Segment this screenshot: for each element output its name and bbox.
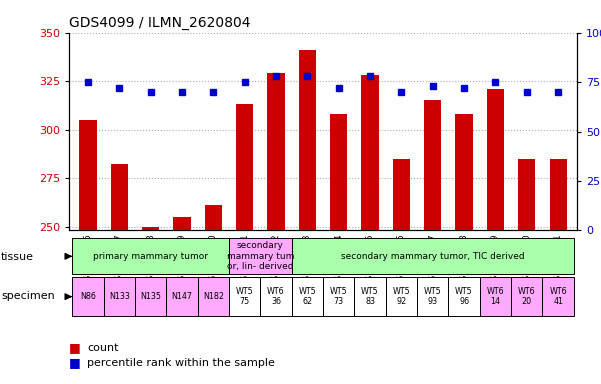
Text: primary mammary tumor: primary mammary tumor <box>93 252 208 261</box>
Text: GDS4099 / ILMN_2620804: GDS4099 / ILMN_2620804 <box>69 16 251 30</box>
Bar <box>79 120 97 230</box>
Text: WT5
96: WT5 96 <box>455 287 473 306</box>
Text: WT5
62: WT5 62 <box>299 287 316 306</box>
Bar <box>72 277 103 316</box>
Bar <box>291 277 323 316</box>
Bar <box>393 159 410 230</box>
Text: WT6
20: WT6 20 <box>518 287 535 306</box>
Bar <box>229 238 291 274</box>
Text: tissue: tissue <box>1 252 34 262</box>
Bar <box>511 277 543 316</box>
Text: count: count <box>87 343 118 353</box>
Bar <box>549 159 567 230</box>
Bar <box>456 114 473 230</box>
Bar <box>299 50 316 230</box>
Bar <box>417 277 448 316</box>
Text: N182: N182 <box>203 292 224 301</box>
Text: WT5
75: WT5 75 <box>236 287 254 306</box>
Bar <box>205 205 222 230</box>
Text: secondary mammary tumor, TIC derived: secondary mammary tumor, TIC derived <box>341 252 525 261</box>
Text: ■: ■ <box>69 356 81 369</box>
Text: WT6
41: WT6 41 <box>549 287 567 306</box>
Bar <box>424 101 441 230</box>
Text: specimen: specimen <box>1 291 55 301</box>
Text: WT5
73: WT5 73 <box>330 287 347 306</box>
Text: N147: N147 <box>171 292 192 301</box>
Bar <box>330 114 347 230</box>
Bar <box>229 277 260 316</box>
Bar <box>487 89 504 230</box>
Bar <box>103 277 135 316</box>
Bar <box>236 104 253 230</box>
Bar <box>198 277 229 316</box>
Text: WT5
92: WT5 92 <box>392 287 410 306</box>
Bar <box>166 277 198 316</box>
Text: WT5
83: WT5 83 <box>361 287 379 306</box>
Bar <box>543 277 574 316</box>
Text: ■: ■ <box>69 341 81 354</box>
Bar <box>448 277 480 316</box>
Text: secondary
mammary tum
or, lin- derived: secondary mammary tum or, lin- derived <box>227 242 294 271</box>
Bar <box>518 159 535 230</box>
Text: N86: N86 <box>80 292 96 301</box>
Text: WT5
93: WT5 93 <box>424 287 442 306</box>
Bar <box>323 277 355 316</box>
Text: percentile rank within the sample: percentile rank within the sample <box>87 358 275 368</box>
Text: N133: N133 <box>109 292 130 301</box>
Bar <box>111 164 128 230</box>
Bar <box>267 73 285 230</box>
Bar <box>142 227 159 230</box>
Bar <box>386 277 417 316</box>
Bar <box>72 238 229 274</box>
Bar <box>291 238 574 274</box>
Bar <box>260 277 291 316</box>
Text: WT6
14: WT6 14 <box>487 287 504 306</box>
Bar <box>355 277 386 316</box>
Bar <box>135 277 166 316</box>
Bar <box>480 277 511 316</box>
Text: N135: N135 <box>140 292 161 301</box>
Bar <box>173 217 191 230</box>
Text: WT6
36: WT6 36 <box>267 287 285 306</box>
Bar <box>361 75 379 230</box>
